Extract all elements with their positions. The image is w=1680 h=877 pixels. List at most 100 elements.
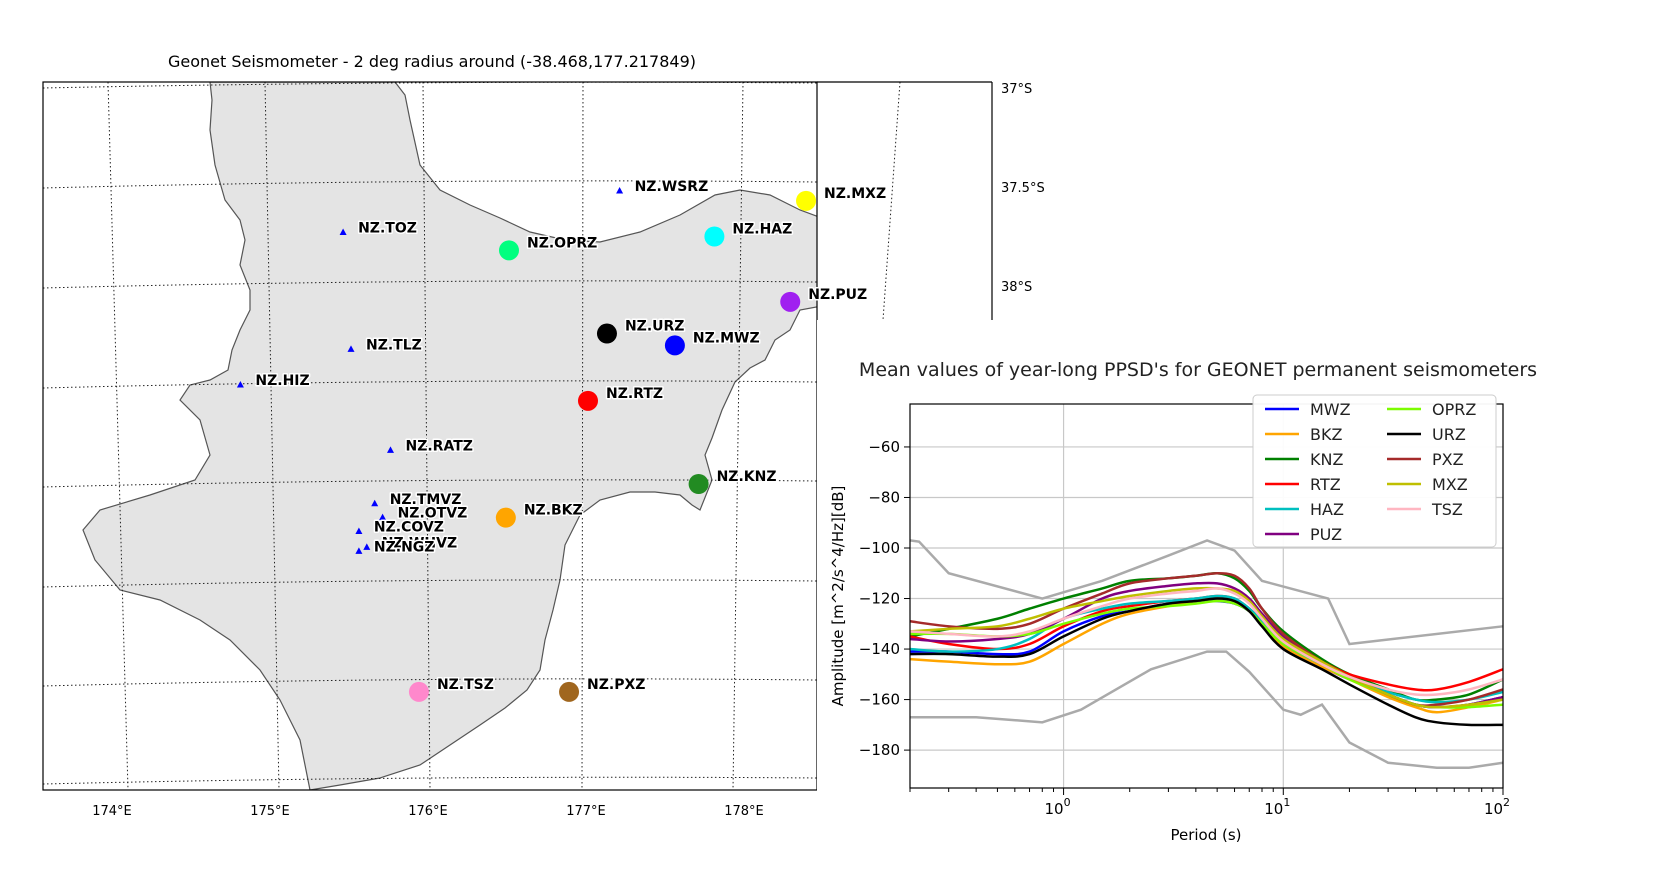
legend-item-tsz: TSZ <box>1387 500 1463 519</box>
station-nz-mwz[interactable]: NZ.MWZ <box>664 329 761 356</box>
station-label: NZ.HAZ <box>732 222 792 238</box>
station-label: NZ.COVZ <box>374 520 444 536</box>
station-label: NZ.OPRZ <box>527 235 597 251</box>
station-label: NZ.HIZ <box>255 373 309 389</box>
station-nz-hiz[interactable]: NZ.HIZ <box>236 372 311 391</box>
station-label: NZ.BKZ <box>524 503 583 519</box>
station-nz-oprz[interactable]: NZ.OPRZ <box>499 234 599 261</box>
station-nz-toz[interactable]: NZ.TOZ <box>339 219 418 238</box>
station-label: NZ.MXZ <box>824 186 886 202</box>
map-y-tick-label: 37°S <box>1001 82 1032 97</box>
station-label: NZ.KNZ <box>717 469 777 485</box>
station-marker <box>664 335 685 356</box>
ppsd-series-lines <box>909 571 1504 727</box>
legend-item-puz: PUZ <box>1265 525 1342 544</box>
station-marker <box>387 446 394 453</box>
station-nz-ngz[interactable]: NZ.NGZ <box>355 538 436 557</box>
station-nz-knz[interactable]: NZ.KNZ <box>688 468 778 494</box>
map-y-tick-label: 38°S <box>1001 280 1032 295</box>
ppsd-y-axis-label: Amplitude [m^2/s^4/Hz][dB] <box>829 486 847 707</box>
station-nz-bkz[interactable]: NZ.BKZ <box>495 501 584 528</box>
station-nz-otvz[interactable]: NZ.OTVZ <box>379 504 469 523</box>
station-marker <box>688 474 709 494</box>
station-label: NZ.TLZ <box>366 337 422 353</box>
station-nz-tmvz[interactable]: NZ.TMVZ <box>371 490 463 509</box>
station-nz-tsz[interactable]: NZ.TSZ <box>408 675 495 702</box>
station-marker <box>704 226 725 247</box>
station-nz-haz[interactable]: NZ.HAZ <box>704 220 794 247</box>
station-label: NZ.TSZ <box>437 677 494 693</box>
station-label: NZ.WHVZ <box>382 535 457 551</box>
station-marker <box>408 681 429 702</box>
station-label: NZ.MWZ <box>693 330 760 346</box>
land-mass <box>82 82 817 790</box>
station-marker <box>780 291 801 312</box>
legend-label: MXZ <box>1432 475 1468 494</box>
ppsd-title: Mean values of year-long PPSD's for GEON… <box>859 359 1537 381</box>
noise-model-lines <box>909 539 1504 770</box>
noise-model-line <box>909 539 1504 646</box>
map-title: Geonet Seismometer - 2 deg radius around… <box>168 52 696 71</box>
station-label: NZ.WSRZ <box>635 179 709 195</box>
ppsd-axes-frame <box>909 403 1504 789</box>
station-marker <box>559 681 580 702</box>
series-line-haz <box>909 594 1504 704</box>
station-nz-tlz[interactable]: NZ.TLZ <box>347 336 423 355</box>
station-marker <box>236 381 244 388</box>
x-tick-label: 100 <box>1045 796 1071 818</box>
ppsd-y-ticks: −180 −160 −140 −120 −100 −80 −60 <box>859 438 910 759</box>
station-nz-covz[interactable]: NZ.COVZ <box>355 518 445 537</box>
station-nz-mxz[interactable]: NZ.MXZ <box>796 184 888 211</box>
y-tick-label: −80 <box>868 488 900 506</box>
map-x-tick-label: 174°E <box>92 804 132 819</box>
station-marker <box>355 547 363 554</box>
station-marker <box>596 323 617 344</box>
station-label: NZ.RATZ <box>406 438 473 454</box>
legend-label: OPRZ <box>1432 400 1476 419</box>
y-tick-label: −160 <box>859 691 900 709</box>
station-marker <box>371 499 379 507</box>
y-tick-label: −100 <box>859 539 900 557</box>
legend-item-urz: URZ <box>1387 425 1466 444</box>
series-line-urz <box>909 597 1504 727</box>
station-nz-wsrz[interactable]: NZ.WSRZ <box>616 177 710 196</box>
station-nz-urz[interactable]: NZ.URZ <box>596 317 686 344</box>
ppsd-x-ticks: 100 101 102 <box>909 788 1510 818</box>
legend-item-bkz: BKZ <box>1265 425 1342 444</box>
station-nz-ratz[interactable]: NZ.RATZ <box>387 437 474 456</box>
ppsd-x-axis-label: Period (s) <box>1170 826 1241 844</box>
station-marker <box>347 345 355 352</box>
series-line-tsz <box>909 587 1504 697</box>
legend-item-oprz: OPRZ <box>1387 400 1476 419</box>
station-marker <box>379 513 387 521</box>
legend-item-pxz: PXZ <box>1387 450 1464 469</box>
station-marker <box>355 527 363 535</box>
x-tick-label: 101 <box>1264 796 1290 818</box>
station-marker <box>495 507 516 528</box>
legend-label: HAZ <box>1310 500 1344 519</box>
station-marker <box>363 543 371 550</box>
station-label: NZ.TOZ <box>358 221 417 237</box>
station-marker <box>578 390 598 411</box>
legend-item-haz: HAZ <box>1265 500 1344 519</box>
ppsd-legend: MWZ BKZ KNZ RTZ HAZ PUZ OPRZ URZ PXZ MXZ TSZ <box>1252 394 1497 548</box>
legend-box <box>1252 394 1497 548</box>
station-nz-rtz[interactable]: NZ.RTZ <box>578 384 665 411</box>
station-label: NZ.OTVZ <box>398 506 468 522</box>
legend-label: RTZ <box>1310 475 1341 494</box>
station-nz-puz[interactable]: NZ.PUZ <box>780 285 869 312</box>
station-nz-pxz[interactable]: NZ.PXZ <box>559 675 647 702</box>
y-tick-label: −180 <box>859 741 900 759</box>
station-label: NZ.PUZ <box>808 287 867 303</box>
legend-label: MWZ <box>1310 400 1351 419</box>
station-label: NZ.RTZ <box>606 386 663 402</box>
x-tick-label: 102 <box>1484 796 1510 818</box>
legend-label: PUZ <box>1310 525 1342 544</box>
noise-model-line <box>910 650 1504 770</box>
station-map: Geonet Seismometer - 2 deg radius around… <box>42 52 1045 819</box>
legend-item-mxz: MXZ <box>1387 475 1468 494</box>
station-nz-whvz[interactable]: NZ.WHVZ <box>363 534 459 553</box>
station-marker <box>616 186 624 194</box>
legend-label: TSZ <box>1431 500 1463 519</box>
